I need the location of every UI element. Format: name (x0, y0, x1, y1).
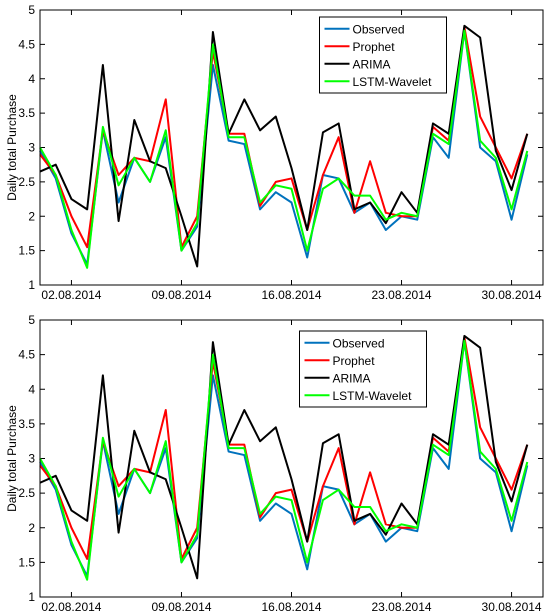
x-tick-label: 16.08.2014 (261, 288, 321, 302)
series-line (39, 26, 529, 249)
series-line (39, 339, 529, 578)
y-tick-label: 3 (28, 141, 35, 155)
y-tick-label: 1.5 (18, 244, 35, 258)
y-axis-label: Daily total Purchase (5, 405, 19, 512)
legend-label: Observed (353, 22, 405, 36)
y-tick-label: 4 (28, 72, 35, 86)
legend-label: Observed (333, 336, 385, 350)
x-tick-label: 30.08.2014 (482, 600, 542, 614)
plot-frame (39, 319, 544, 598)
x-tick-label: 23.08.2014 (372, 600, 432, 614)
y-tick-label: 2.5 (18, 175, 35, 189)
y-tick-label: 1 (28, 590, 35, 604)
y-tick-label: 2 (28, 209, 35, 223)
y-tick-label: 5 (28, 313, 35, 327)
x-tick-label: 30.08.2014 (482, 288, 542, 302)
legend-label: Prophet (353, 40, 396, 54)
y-tick-label: 3.5 (18, 417, 35, 431)
x-tick-label: 02.08.2014 (41, 288, 101, 302)
y-tick-label: 3.5 (18, 106, 35, 120)
series-line (39, 29, 529, 266)
series-line (39, 336, 529, 560)
y-tick-label: 1.5 (18, 555, 35, 569)
plot-frame (39, 9, 544, 286)
x-tick-label: 23.08.2014 (372, 288, 432, 302)
y-axis-label: Daily total Purchase (5, 94, 19, 201)
y-tick-label: 4 (28, 382, 35, 396)
y-tick-label: 3 (28, 452, 35, 466)
y-tick-label: 4.5 (18, 37, 35, 51)
legend: Observed Prophet ARIMA LSTM-Wavelet (299, 330, 427, 408)
series-line (39, 24, 529, 268)
y-tick-label: 4.5 (18, 348, 35, 362)
line-chart: 1 1.5 2 2.5 3 3.5 4 4.5 5 02.08.2014 09.08.2014 16.… (5, 3, 544, 302)
x-tick-label: 02.08.2014 (41, 600, 101, 614)
line-chart: 1 1.5 2 2.5 3 3.5 4 4.5 5 02.08.2014 09.08.2014 16.… (5, 313, 544, 614)
legend-label: LSTM-Wavelet (353, 75, 433, 89)
legend: Observed Prophet ARIMA LSTM-Wavelet (319, 16, 447, 94)
legend-label: LSTM-Wavelet (333, 389, 413, 403)
legend-label: ARIMA (353, 57, 391, 71)
series-line (39, 334, 529, 580)
y-tick-label: 2 (28, 521, 35, 535)
legend-label: ARIMA (333, 371, 371, 385)
x-tick-label: 09.08.2014 (151, 288, 211, 302)
y-tick-label: 2.5 (18, 486, 35, 500)
series-line (39, 29, 529, 269)
y-tick-label: 1 (28, 278, 35, 292)
legend-label: Prophet (333, 354, 376, 368)
x-tick-label: 09.08.2014 (151, 600, 211, 614)
x-tick-label: 16.08.2014 (261, 600, 321, 614)
series-line (39, 339, 529, 581)
y-tick-label: 5 (28, 3, 35, 17)
